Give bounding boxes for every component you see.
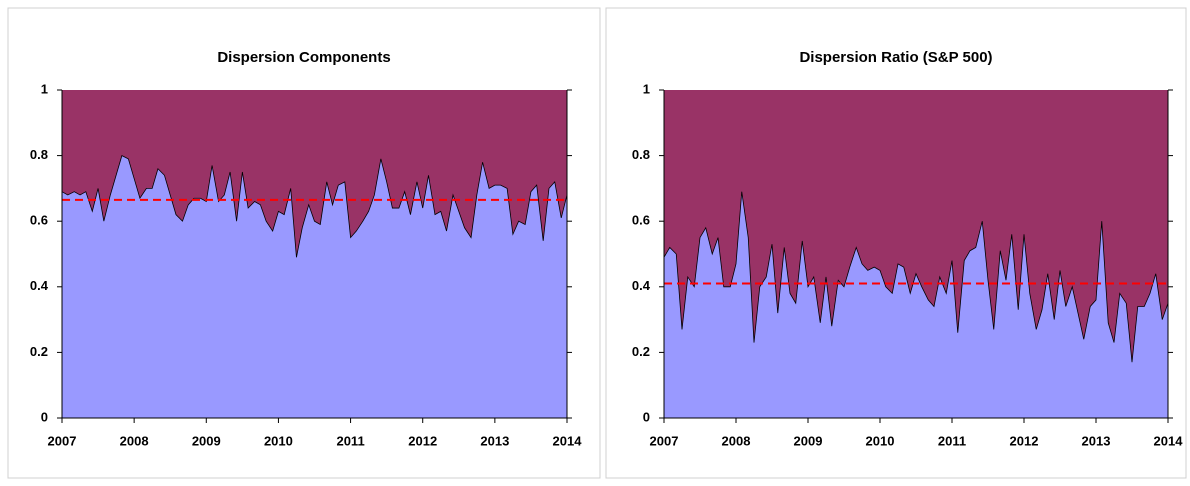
x-tick-label: 2014 <box>1154 433 1184 448</box>
area-outline <box>663 191 1169 363</box>
chart-title: Dispersion Ratio (S&P 500) <box>799 49 992 66</box>
y-tick-label: 0 <box>41 409 48 424</box>
x-tick-label: 2009 <box>192 433 221 448</box>
area <box>62 155 567 418</box>
y-tick-label: 1 <box>41 81 48 96</box>
x-tick-label: 2013 <box>1082 433 1111 448</box>
x-tick-label: 2013 <box>480 433 509 448</box>
x-tick-label: 2010 <box>866 433 895 448</box>
x-tick-label: 2011 <box>336 433 364 448</box>
x-tick-label: 2010 <box>264 433 293 448</box>
x-tick-label: 2007 <box>48 433 77 448</box>
y-tick-label: 0.8 <box>632 147 650 162</box>
y-tick-label: 0.4 <box>30 278 49 293</box>
y-tick-label: 0.4 <box>632 278 651 293</box>
x-tick-label: 2012 <box>408 433 437 448</box>
area-outline <box>61 155 568 258</box>
y-tick-label: 0 <box>643 409 650 424</box>
chart: Dispersion Ratio (S&P 500) 0 0.2 0.4 0.6 0.8 1… <box>632 49 1183 448</box>
area <box>664 191 1168 418</box>
x-tick-label: 2011 <box>938 433 966 448</box>
x-tick-label: 2014 <box>553 433 583 448</box>
chart: Dispersion Components 0 0.2 0.4 0.6 0.8 1 2007 2… <box>30 49 582 448</box>
x-tick-label: 2008 <box>120 433 149 448</box>
x-tick-label: 2007 <box>650 433 679 448</box>
y-tick-label: 0.6 <box>30 213 48 228</box>
x-tick-label: 2008 <box>722 433 751 448</box>
y-tick-label: 1 <box>643 81 650 96</box>
y-tick-label: 0.2 <box>30 344 48 359</box>
chart-title: Dispersion Components <box>217 49 390 66</box>
x-tick-label: 2009 <box>794 433 823 448</box>
y-tick-label: 0.8 <box>30 147 48 162</box>
y-tick-label: 0.6 <box>632 213 650 228</box>
y-tick-label: 0.2 <box>632 344 650 359</box>
x-tick-label: 2012 <box>1010 433 1039 448</box>
